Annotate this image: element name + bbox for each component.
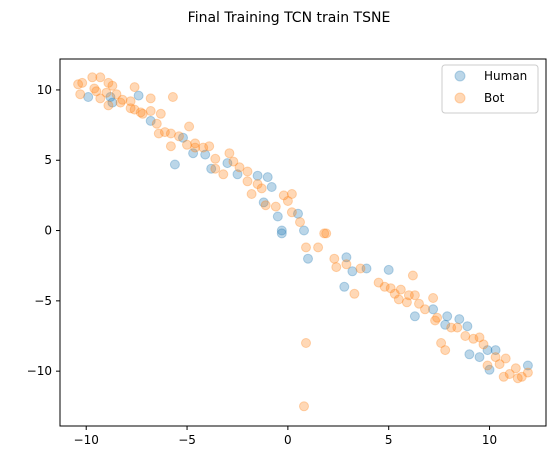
point-human-32 — [463, 322, 472, 331]
point-bot-38 — [211, 164, 220, 173]
point-bot-75 — [421, 305, 430, 314]
point-bot-59 — [330, 254, 339, 263]
point-human-3 — [134, 91, 143, 100]
point-bot-1 — [78, 78, 87, 87]
legend: Human Bot — [442, 65, 538, 113]
point-bot-37 — [211, 154, 220, 163]
point-bot-2 — [76, 90, 85, 99]
y-tick-label-1: −5 — [34, 294, 52, 308]
x-tick-label-3: 5 — [385, 433, 393, 447]
point-bot-40 — [225, 149, 234, 158]
point-bot-5 — [96, 73, 105, 82]
point-bot-10 — [108, 81, 117, 90]
point-human-25 — [340, 282, 349, 291]
point-bot-60 — [332, 263, 341, 272]
point-bot-53 — [287, 190, 296, 199]
point-bot-32 — [185, 122, 194, 131]
point-bot-78 — [433, 313, 442, 322]
x-axis: −10 −5 0 5 10 — [74, 426, 498, 447]
point-human-5 — [170, 160, 179, 169]
point-bot-11 — [104, 101, 113, 110]
point-bot-52 — [287, 208, 296, 217]
point-human-16 — [273, 212, 282, 221]
x-tick-label-2: 0 — [284, 433, 292, 447]
point-bot-22 — [146, 107, 155, 116]
point-bot-14 — [118, 95, 127, 104]
point-human-27 — [410, 312, 419, 321]
point-bot-47 — [257, 184, 266, 193]
point-bot-44 — [243, 167, 252, 176]
point-human-31 — [455, 315, 464, 324]
point-human-18 — [277, 229, 286, 238]
legend-marker-bot — [455, 93, 465, 103]
point-human-30 — [443, 312, 452, 321]
point-bot-86 — [479, 340, 488, 349]
point-bot-48 — [261, 201, 270, 210]
point-bot-76 — [429, 294, 438, 303]
point-bot-28 — [166, 142, 175, 151]
point-bot-29 — [168, 93, 177, 102]
point-bot-39 — [219, 170, 228, 179]
point-human-20 — [300, 226, 309, 235]
point-bot-16 — [130, 83, 139, 92]
point-bot-45 — [247, 190, 256, 199]
point-human-26 — [384, 265, 393, 274]
point-bot-30 — [175, 132, 184, 141]
point-bot-23 — [152, 119, 161, 128]
point-bot-55 — [302, 243, 311, 252]
x-tick-label-4: 10 — [482, 433, 497, 447]
point-bot-91 — [501, 354, 510, 363]
point-bot-49 — [271, 202, 280, 211]
point-bot-58 — [322, 229, 331, 238]
point-bot-25 — [156, 109, 165, 118]
point-bot-87 — [483, 361, 492, 370]
y-tick-label-4: 10 — [37, 83, 52, 97]
x-tick-label-0: −10 — [74, 433, 99, 447]
point-human-21 — [304, 254, 313, 263]
point-bot-69 — [396, 285, 405, 294]
y-tick-label-3: 5 — [44, 153, 52, 167]
x-tick-label-1: −5 — [178, 433, 196, 447]
point-human-34 — [475, 353, 484, 362]
point-bot-96 — [523, 368, 532, 377]
legend-marker-human — [455, 71, 465, 81]
point-bot-73 — [410, 291, 419, 300]
point-bot-61 — [342, 260, 351, 269]
point-human-13 — [263, 173, 272, 182]
point-bot-82 — [453, 323, 462, 332]
legend-label-human: Human — [484, 69, 527, 83]
point-bot-97 — [302, 339, 311, 348]
point-bot-56 — [314, 243, 323, 252]
y-tick-label-2: 0 — [44, 224, 52, 238]
point-bot-63 — [356, 264, 365, 273]
point-bot-72 — [408, 271, 417, 280]
point-bot-62 — [350, 289, 359, 298]
point-bot-98 — [300, 402, 309, 411]
point-bot-43 — [243, 177, 252, 186]
point-bot-54 — [296, 218, 305, 227]
point-bot-80 — [441, 346, 450, 355]
legend-label-bot: Bot — [484, 91, 505, 105]
y-tick-label-0: −10 — [27, 364, 52, 378]
y-axis: −10 −5 0 5 10 — [27, 83, 60, 378]
point-human-33 — [465, 350, 474, 359]
point-bot-93 — [511, 364, 520, 373]
point-human-14 — [267, 183, 276, 192]
point-bot-36 — [205, 142, 214, 151]
point-human-12 — [253, 171, 262, 180]
points-layer — [74, 73, 533, 411]
point-bot-21 — [146, 94, 155, 103]
chart-title: Final Training TCN train TSNE — [188, 10, 391, 26]
